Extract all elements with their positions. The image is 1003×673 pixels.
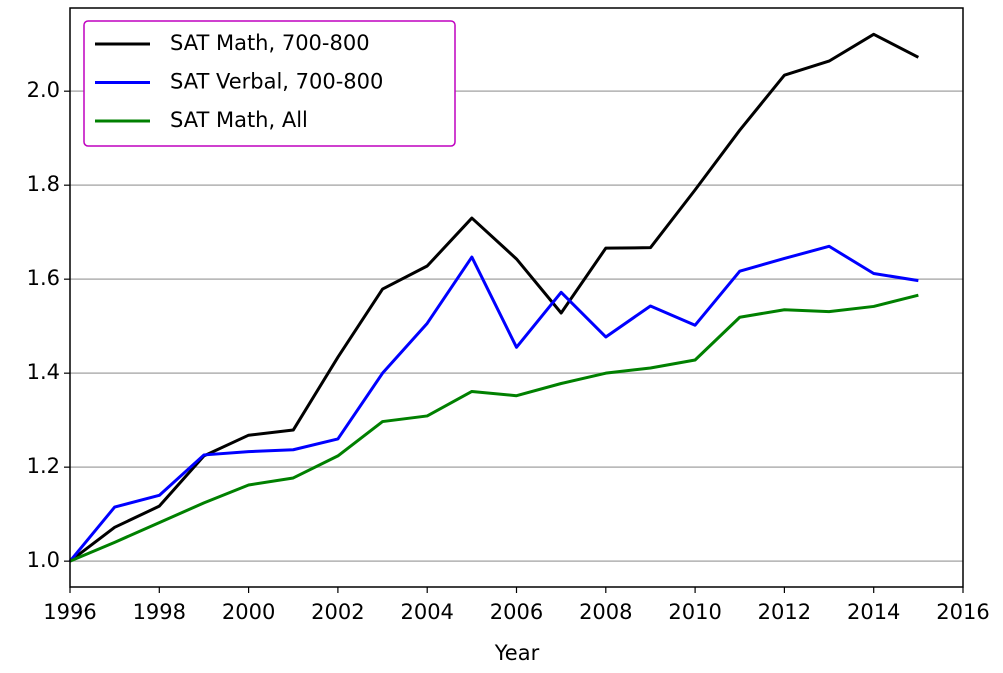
legend-box xyxy=(83,20,456,147)
y-tick-label: 1.6 xyxy=(27,266,60,290)
plot-frame xyxy=(69,7,964,588)
x-tick-label: 2008 xyxy=(579,600,632,624)
x-tick-label: 2002 xyxy=(311,600,364,624)
x-tick-label: 2004 xyxy=(400,600,453,624)
line xyxy=(69,32,920,563)
x-tick-label: 2016 xyxy=(936,600,989,624)
y-tick-label: 1.4 xyxy=(27,360,60,384)
x-tick-label: 1996 xyxy=(43,600,96,624)
x-axis-label: Year xyxy=(494,641,540,665)
y-tick-label: 2.0 xyxy=(27,78,60,102)
x-tick-label: 2012 xyxy=(758,600,811,624)
x-tick-label: 2010 xyxy=(668,600,721,624)
line xyxy=(68,244,919,563)
x-tick-label: 2014 xyxy=(847,600,900,624)
legend-label: SAT Math, 700-800 xyxy=(170,31,370,55)
line xyxy=(69,293,919,563)
x-tick-label: 2006 xyxy=(490,600,543,624)
y-tick-label: 1.8 xyxy=(27,172,60,196)
legend-label: SAT Math, All xyxy=(170,108,308,132)
x-tick-label: 1998 xyxy=(133,600,186,624)
y-tick-label: 1.0 xyxy=(27,548,60,572)
x-tick-label: 2000 xyxy=(222,600,275,624)
y-tick-label: 1.2 xyxy=(27,454,60,478)
legend-label: SAT Verbal, 700-800 xyxy=(170,70,383,94)
